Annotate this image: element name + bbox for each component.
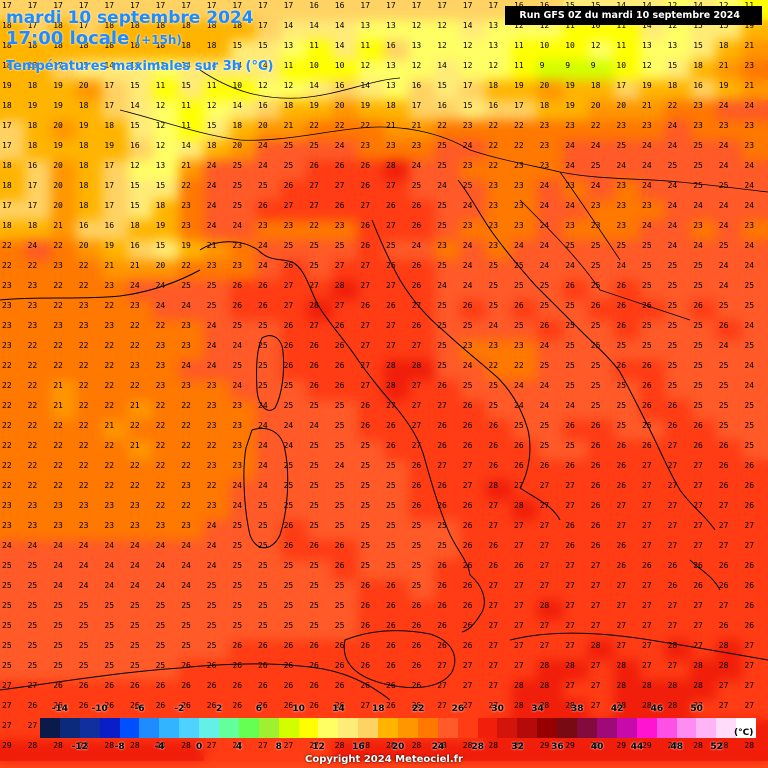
legend-tick-upper: 6 bbox=[255, 704, 263, 714]
legend-tick-upper: 10 bbox=[292, 704, 305, 714]
legend-swatch bbox=[139, 718, 160, 738]
balkan-coast bbox=[457, 179, 651, 431]
legend-swatch bbox=[40, 718, 60, 738]
legend-tick-upper: 22 bbox=[411, 704, 425, 714]
legend-tick-lower: 20 bbox=[391, 742, 405, 752]
legend-swatch bbox=[358, 718, 379, 738]
sardinia bbox=[243, 427, 289, 549]
date-title: mardi 10 septembre 2024 bbox=[6, 8, 254, 28]
legend-swatch bbox=[278, 718, 299, 738]
time-offset: (+15h) bbox=[135, 33, 182, 47]
sicily bbox=[343, 630, 456, 689]
title-block: mardi 10 septembre 2024 17:00 locale (+1… bbox=[6, 8, 273, 74]
legend-tick-lower: 52 bbox=[710, 742, 723, 752]
legend-tick-upper: 2 bbox=[215, 704, 223, 714]
legend-tick-lower: 32 bbox=[511, 742, 524, 752]
variable-title: Températures maximales sur 3h (°C) bbox=[6, 59, 274, 74]
legend-swatch bbox=[557, 718, 578, 738]
legend-tick-lower: 16 bbox=[352, 742, 365, 752]
legend-tick-lower: -12 bbox=[71, 742, 88, 752]
legend-swatch bbox=[656, 718, 677, 738]
balkan-borders bbox=[519, 171, 691, 321]
italy-south-coast bbox=[461, 487, 561, 633]
france-coast bbox=[0, 269, 201, 301]
time-label: 17:00 locale bbox=[6, 28, 130, 49]
legend-swatch bbox=[696, 718, 717, 738]
legend-tick-lower: -8 bbox=[114, 742, 125, 752]
legend-tick-upper: 18 bbox=[372, 704, 385, 714]
legend-tick-lower: 28 bbox=[471, 742, 485, 752]
greece-coast bbox=[649, 429, 721, 591]
legend-unit: (°C) bbox=[734, 728, 754, 738]
legend-tick-upper: 30 bbox=[491, 704, 504, 714]
italy-east-coast bbox=[371, 219, 531, 489]
legend-swatch bbox=[596, 718, 617, 738]
legend-tick-upper: 34 bbox=[531, 704, 544, 714]
color-legend: -14 -10 -6 -2 2 6 10 14 18 22 26 30 34 38 42 46 50 -12 -8… bbox=[40, 704, 757, 752]
legend-swatch bbox=[179, 718, 200, 738]
legend-tick-upper: 26 bbox=[451, 704, 465, 714]
legend-swatch bbox=[676, 718, 697, 738]
legend-swatch bbox=[219, 718, 239, 738]
legend-swatch bbox=[338, 718, 359, 738]
legend-tick-upper: -6 bbox=[134, 704, 145, 714]
legend-tick-lower: 44 bbox=[630, 742, 644, 752]
legend-swatch bbox=[616, 718, 637, 738]
legend-tick-upper: -2 bbox=[174, 704, 185, 714]
legend-swatches bbox=[40, 718, 757, 738]
legend-tick-upper: 46 bbox=[650, 704, 664, 714]
legend-swatch bbox=[537, 718, 558, 738]
legend-swatch bbox=[497, 718, 518, 738]
legend-swatch bbox=[437, 718, 458, 738]
legend-tick-lower: 24 bbox=[431, 742, 445, 752]
legend-swatch bbox=[199, 718, 220, 738]
alpine-borders bbox=[119, 69, 768, 193]
legend-tick-upper: -10 bbox=[91, 704, 108, 714]
legend-swatch bbox=[378, 718, 399, 738]
corsica bbox=[256, 335, 285, 411]
legend-tick-lower: 4 bbox=[235, 742, 243, 752]
legend-tick-upper: 38 bbox=[571, 704, 584, 714]
legend-swatch bbox=[99, 718, 120, 738]
legend-swatch bbox=[258, 718, 279, 738]
north-africa-coast bbox=[0, 632, 768, 701]
legend-swatch bbox=[119, 718, 140, 738]
legend-tick-upper: 42 bbox=[610, 704, 624, 714]
legend-tick-lower: -4 bbox=[154, 742, 165, 752]
run-badge: Run GFS 0Z du mardi 10 septembre 2024 bbox=[505, 6, 762, 25]
legend-swatch bbox=[79, 718, 100, 738]
legend-tick-lower: 8 bbox=[275, 742, 282, 752]
legend-tick-lower: 0 bbox=[196, 742, 203, 752]
legend-swatch bbox=[477, 718, 498, 738]
legend-tick-upper: 14 bbox=[332, 704, 345, 714]
legend-swatch bbox=[318, 718, 339, 738]
legend-swatch bbox=[298, 718, 319, 738]
legend-swatch bbox=[417, 718, 438, 738]
legend-swatch bbox=[457, 718, 478, 738]
time-title: 17:00 locale (+15h) bbox=[6, 28, 273, 51]
legend-swatch bbox=[238, 718, 259, 738]
legend-tick-upper: 50 bbox=[690, 704, 703, 714]
legend-tick-lower: 48 bbox=[670, 742, 684, 752]
legend-swatch bbox=[517, 718, 538, 738]
legend-swatch bbox=[159, 718, 180, 738]
legend-swatch bbox=[59, 718, 80, 738]
legend-tick-upper: -14 bbox=[51, 704, 69, 714]
legend-swatch bbox=[736, 718, 757, 738]
copyright: Copyright 2024 Meteociel.fr bbox=[305, 754, 463, 765]
legend-swatch bbox=[716, 718, 737, 738]
italy-west-coast bbox=[199, 241, 471, 576]
legend-swatch bbox=[577, 718, 597, 738]
legend-tick-lower: 36 bbox=[551, 742, 564, 752]
legend-swatch bbox=[636, 718, 657, 738]
legend-swatch bbox=[398, 718, 418, 738]
legend-tick-lower: 12 bbox=[312, 742, 325, 752]
legend-tick-lower: 40 bbox=[590, 742, 604, 752]
